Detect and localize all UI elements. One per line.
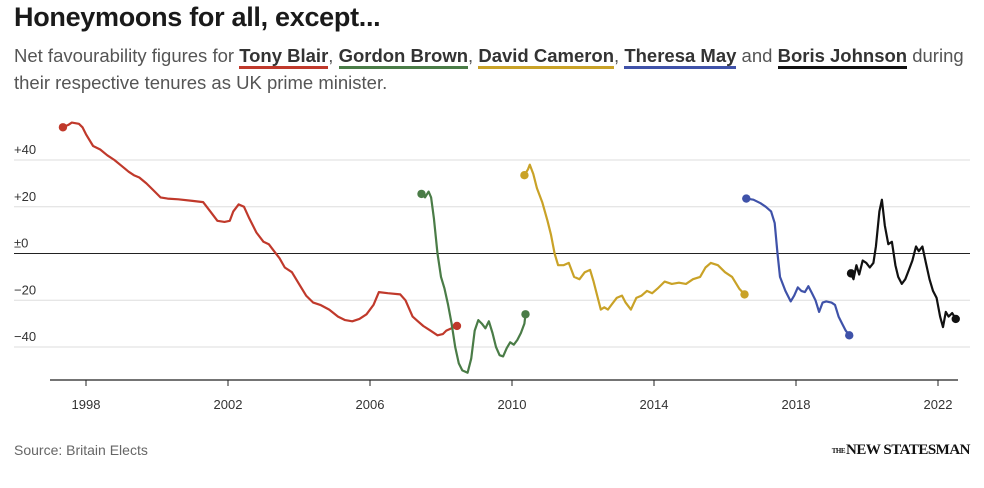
chart-title: Honeymoons for all, except... (14, 2, 381, 32)
y-tick-label: +40 (14, 142, 36, 157)
source-note: Source: Britain Elects (14, 442, 148, 458)
start-marker-david-cameron (520, 170, 529, 180)
y-tick-label: ±0 (14, 236, 28, 251)
start-marker-gordon-brown (417, 189, 426, 199)
x-axis: 1998 2002 2006 2010 2014 2018 2022 (50, 379, 958, 412)
series-markers (58, 123, 960, 340)
subtitle-sep: and (736, 45, 778, 66)
legend-name-cameron: David Cameron (478, 45, 615, 69)
new-statesman-logo: THENEW STATESMAN (831, 442, 971, 459)
series-line-gordon-brown (420, 190, 527, 374)
x-tick-label: 2022 (924, 397, 953, 412)
end-marker-theresa-may (845, 331, 854, 340)
x-tick-label: 2006 (356, 397, 385, 412)
legend-name-blair: Tony Blair (239, 45, 329, 69)
x-tick-label: 2014 (640, 397, 669, 412)
logo-the: THE (831, 446, 846, 455)
series-line-theresa-may (745, 197, 851, 337)
legend-name-brown: Gordon Brown (338, 45, 469, 69)
end-marker-boris-johnson (951, 314, 960, 324)
y-axis: +40 +20 ±0 −20 −40 (14, 142, 36, 344)
y-tick-label: +20 (14, 189, 36, 204)
end-marker-gordon-brown (521, 310, 530, 319)
chart-subtitle: Net favourability figures for Tony Blair… (14, 42, 974, 96)
y-tick-label: −20 (14, 282, 36, 297)
subtitle-sep: , (614, 45, 625, 66)
subtitle-intro: Net favourability figures for (14, 45, 240, 66)
x-tick-label: 2018 (782, 397, 811, 412)
end-marker-david-cameron (740, 290, 749, 299)
legend-name-johnson: Boris Johnson (777, 45, 908, 69)
series-line-boris-johnson (849, 198, 957, 329)
start-marker-tony-blair (58, 123, 68, 132)
series-lines (61, 121, 957, 374)
subtitle-sep: , (328, 45, 339, 66)
series-line-david-cameron (523, 163, 746, 311)
x-tick-label: 2002 (214, 397, 243, 412)
series-line-tony-blair (61, 121, 459, 337)
x-tick-label: 1998 (72, 397, 101, 412)
end-marker-tony-blair (452, 321, 462, 331)
logo-name: NEW STATESMAN (846, 442, 970, 458)
legend-name-may: Theresa May (624, 45, 737, 69)
start-marker-boris-johnson (846, 269, 856, 278)
gridlines (14, 159, 970, 348)
subtitle-sep: , (468, 45, 479, 66)
y-tick-label: −40 (14, 329, 36, 344)
start-marker-theresa-may (742, 194, 751, 203)
subtitle-outro: during their respective tenures as UK pr… (14, 45, 964, 93)
x-tick-label: 2010 (498, 397, 527, 412)
